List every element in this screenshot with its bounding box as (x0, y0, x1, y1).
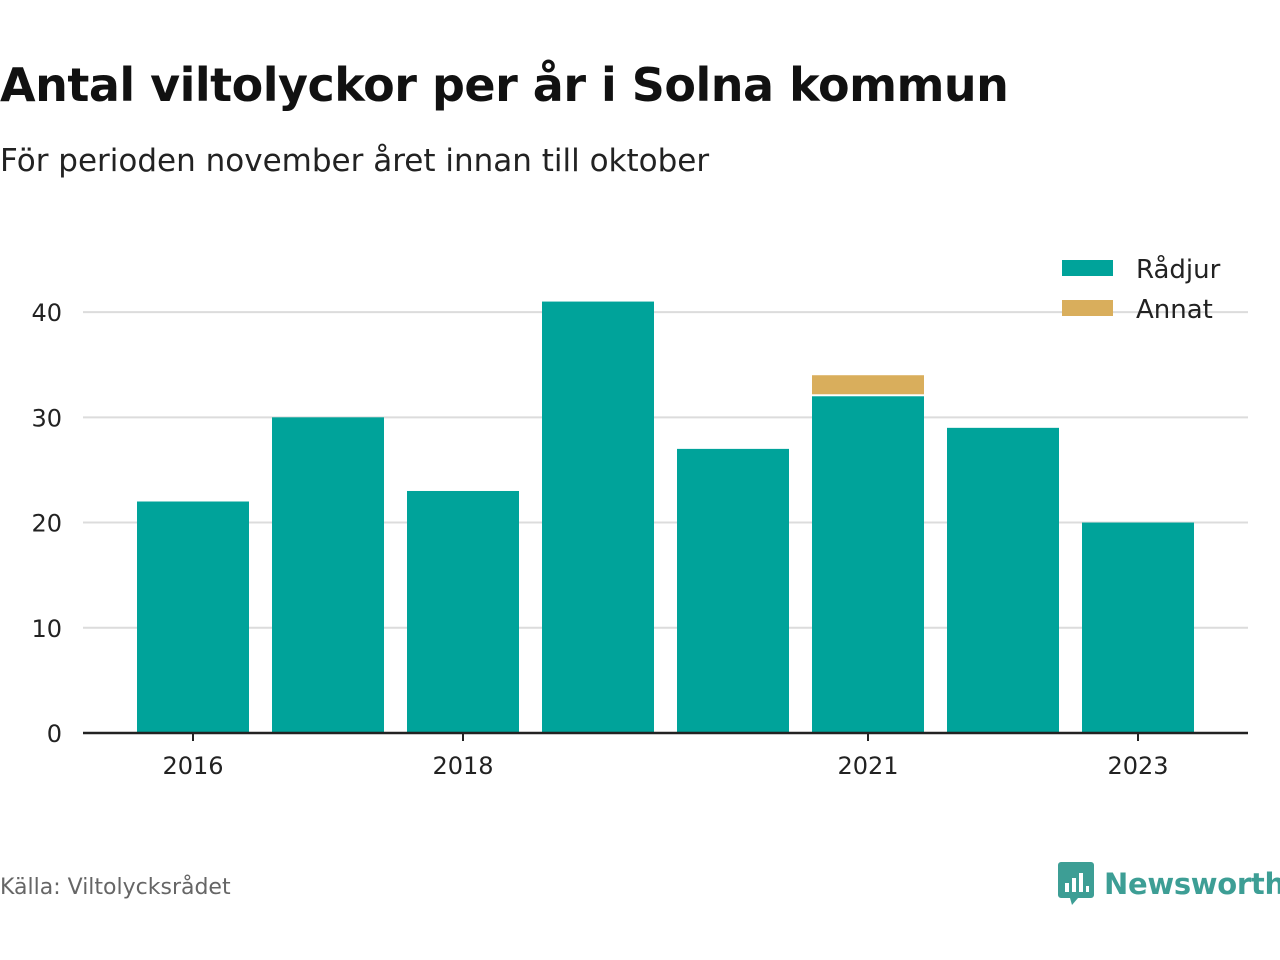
bar-radjur-2021 (812, 396, 924, 733)
bar-radjur-2023 (1082, 522, 1194, 733)
brand-logo[interactable]: Newsworthy (1058, 862, 1280, 906)
bar-radjur-2019 (542, 301, 654, 733)
x-tick-label: 2016 (162, 752, 223, 780)
legend: Rådjur Annat (1062, 254, 1221, 325)
bar-radjur-2020 (677, 448, 789, 733)
bar-radjur-2018 (407, 490, 519, 733)
x-tick-label: 2018 (432, 752, 493, 780)
brand-name: Newsworthy (1104, 867, 1280, 901)
x-tick-label: 2023 (1107, 752, 1168, 780)
legend-swatch (1062, 300, 1113, 316)
y-tick-label: 0 (47, 720, 62, 748)
axes: 0 10 20 30 40 2016 2018 2021 2023 (31, 299, 1248, 780)
grid-lines (83, 311, 1248, 629)
chart-title: Antal viltolyckor per år i Solna kommun (0, 58, 1009, 112)
bars (137, 301, 1194, 733)
bar-chart-speech-bubble-icon (1058, 862, 1094, 905)
bar-radjur-2016 (137, 501, 249, 733)
bar-annat-2021 (812, 375, 924, 395)
bar-radjur-2022 (947, 427, 1059, 733)
y-tick-label: 20 (31, 510, 62, 538)
legend-label: Rådjur (1136, 254, 1221, 285)
source-note: Källa: Viltolycksrådet (0, 875, 231, 900)
y-tick-label: 30 (31, 404, 62, 432)
y-tick-label: 10 (31, 615, 62, 643)
bar-radjur-2017 (272, 417, 384, 733)
x-tick-label: 2021 (837, 752, 898, 780)
y-tick-label: 40 (31, 299, 62, 327)
legend-label: Annat (1136, 295, 1213, 325)
chart-subtitle: För perioden november året innan till ok… (0, 143, 710, 179)
legend-swatch (1062, 260, 1113, 276)
